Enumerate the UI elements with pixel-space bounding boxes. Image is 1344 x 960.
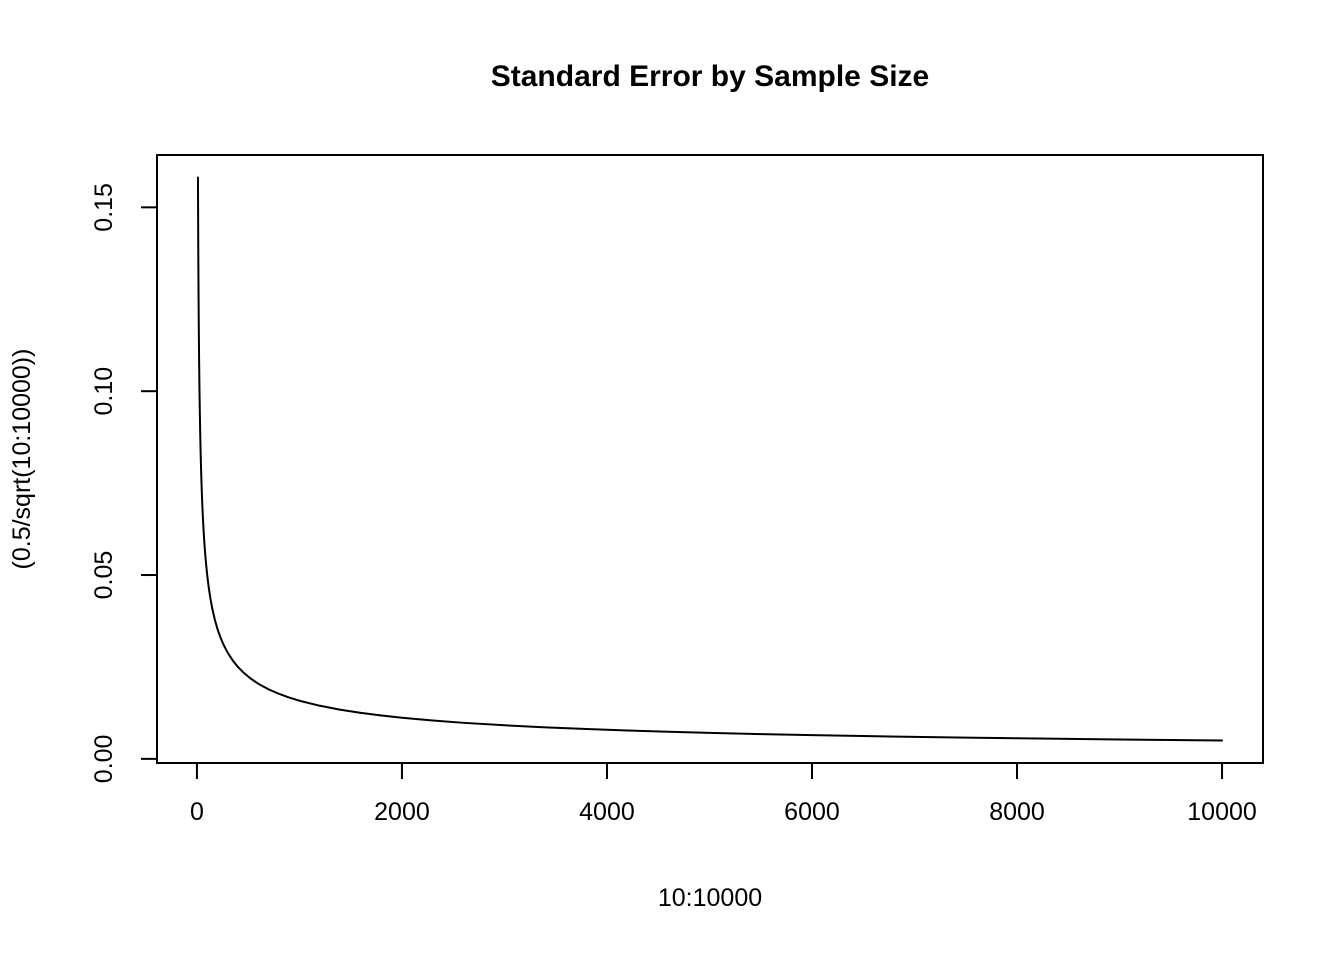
x-tick-label: 8000 — [989, 798, 1045, 826]
y-tick-label: 0.05 — [90, 551, 118, 600]
x-axis-label: 10:10000 — [657, 884, 763, 912]
se-curve — [196, 176, 1224, 742]
plot-box — [156, 154, 1264, 764]
x-tick-label: 4000 — [579, 798, 635, 826]
y-tick-label: 0.00 — [90, 735, 118, 784]
y-axis-label: (0.5/sqrt(10:10000)) — [8, 348, 36, 570]
y-tick-label: 0.10 — [90, 367, 118, 416]
chart-title: Standard Error by Sample Size — [490, 60, 930, 93]
x-tick-label: 0 — [190, 798, 204, 826]
x-tick-label: 10000 — [1187, 798, 1257, 826]
y-tick-label: 0.15 — [90, 183, 118, 232]
x-tick-label: 2000 — [374, 798, 430, 826]
x-tick-label: 6000 — [784, 798, 840, 826]
